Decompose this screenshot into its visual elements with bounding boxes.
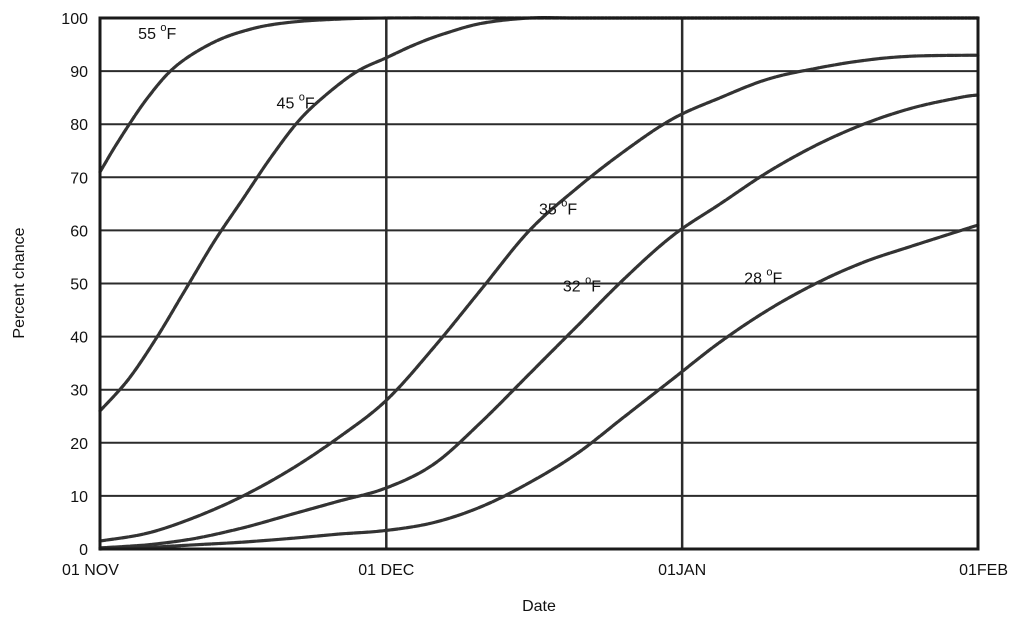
x-tick-label: 01FEB bbox=[959, 562, 1008, 579]
series-label-unit: F bbox=[167, 26, 177, 43]
series-label: 35 oF bbox=[539, 197, 577, 218]
series-label-value: 35 bbox=[539, 201, 561, 218]
y-tick-label: 0 bbox=[79, 542, 88, 559]
series-label-degree: o bbox=[585, 274, 591, 286]
series-label-degree: o bbox=[299, 91, 305, 103]
series-label-value: 28 bbox=[744, 271, 766, 288]
x-tick-label: 01 NOV bbox=[62, 562, 119, 579]
y-tick-labels: 0 10 20 30 40 50 60 70 80 90 100 bbox=[61, 11, 88, 559]
y-tick-label: 100 bbox=[61, 11, 88, 28]
series-label-degree: o bbox=[160, 22, 166, 34]
series-label-degree: o bbox=[766, 267, 772, 279]
x-tick-labels: 01 NOV 01 DEC 01JAN 01FEB bbox=[62, 562, 1008, 579]
y-tick-label: 50 bbox=[70, 277, 88, 294]
series-label-value: 55 bbox=[138, 26, 160, 43]
y-tick-label: 20 bbox=[70, 436, 88, 453]
series-line-4 bbox=[98, 93, 980, 550]
series-label: 28 oF bbox=[744, 267, 782, 288]
x-axis-title: Date bbox=[522, 598, 556, 615]
series-label-unit: F bbox=[567, 201, 577, 218]
y-tick-label: 70 bbox=[70, 170, 88, 187]
series-label-unit: F bbox=[591, 278, 601, 295]
x-tick-label: 01 DEC bbox=[358, 562, 414, 579]
series-line-5 bbox=[98, 223, 980, 551]
series-line-3 bbox=[98, 53, 980, 543]
series-line-1 bbox=[98, 16, 980, 174]
plot-border bbox=[98, 16, 980, 551]
y-tick-label: 90 bbox=[70, 64, 88, 81]
series-label-unit: F bbox=[305, 95, 315, 112]
series-label: 55 oF bbox=[138, 22, 176, 43]
series-label-unit: F bbox=[773, 271, 783, 288]
series-label: 32 oF bbox=[563, 274, 601, 295]
y-tick-label: 10 bbox=[70, 489, 88, 506]
series-label: 45 oF bbox=[277, 91, 315, 112]
grid bbox=[100, 18, 978, 549]
y-tick-label: 60 bbox=[70, 223, 88, 240]
plot-frame bbox=[98, 16, 980, 551]
x-tick-label: 01JAN bbox=[658, 562, 706, 579]
y-tick-label: 40 bbox=[70, 330, 88, 347]
y-tick-label: 30 bbox=[70, 383, 88, 400]
series-label-degree: o bbox=[561, 197, 567, 209]
y-axis-title: Percent chance bbox=[11, 227, 28, 338]
y-tick-label: 80 bbox=[70, 117, 88, 134]
series-label-value: 45 bbox=[277, 95, 299, 112]
series-label-value: 32 bbox=[563, 278, 585, 295]
